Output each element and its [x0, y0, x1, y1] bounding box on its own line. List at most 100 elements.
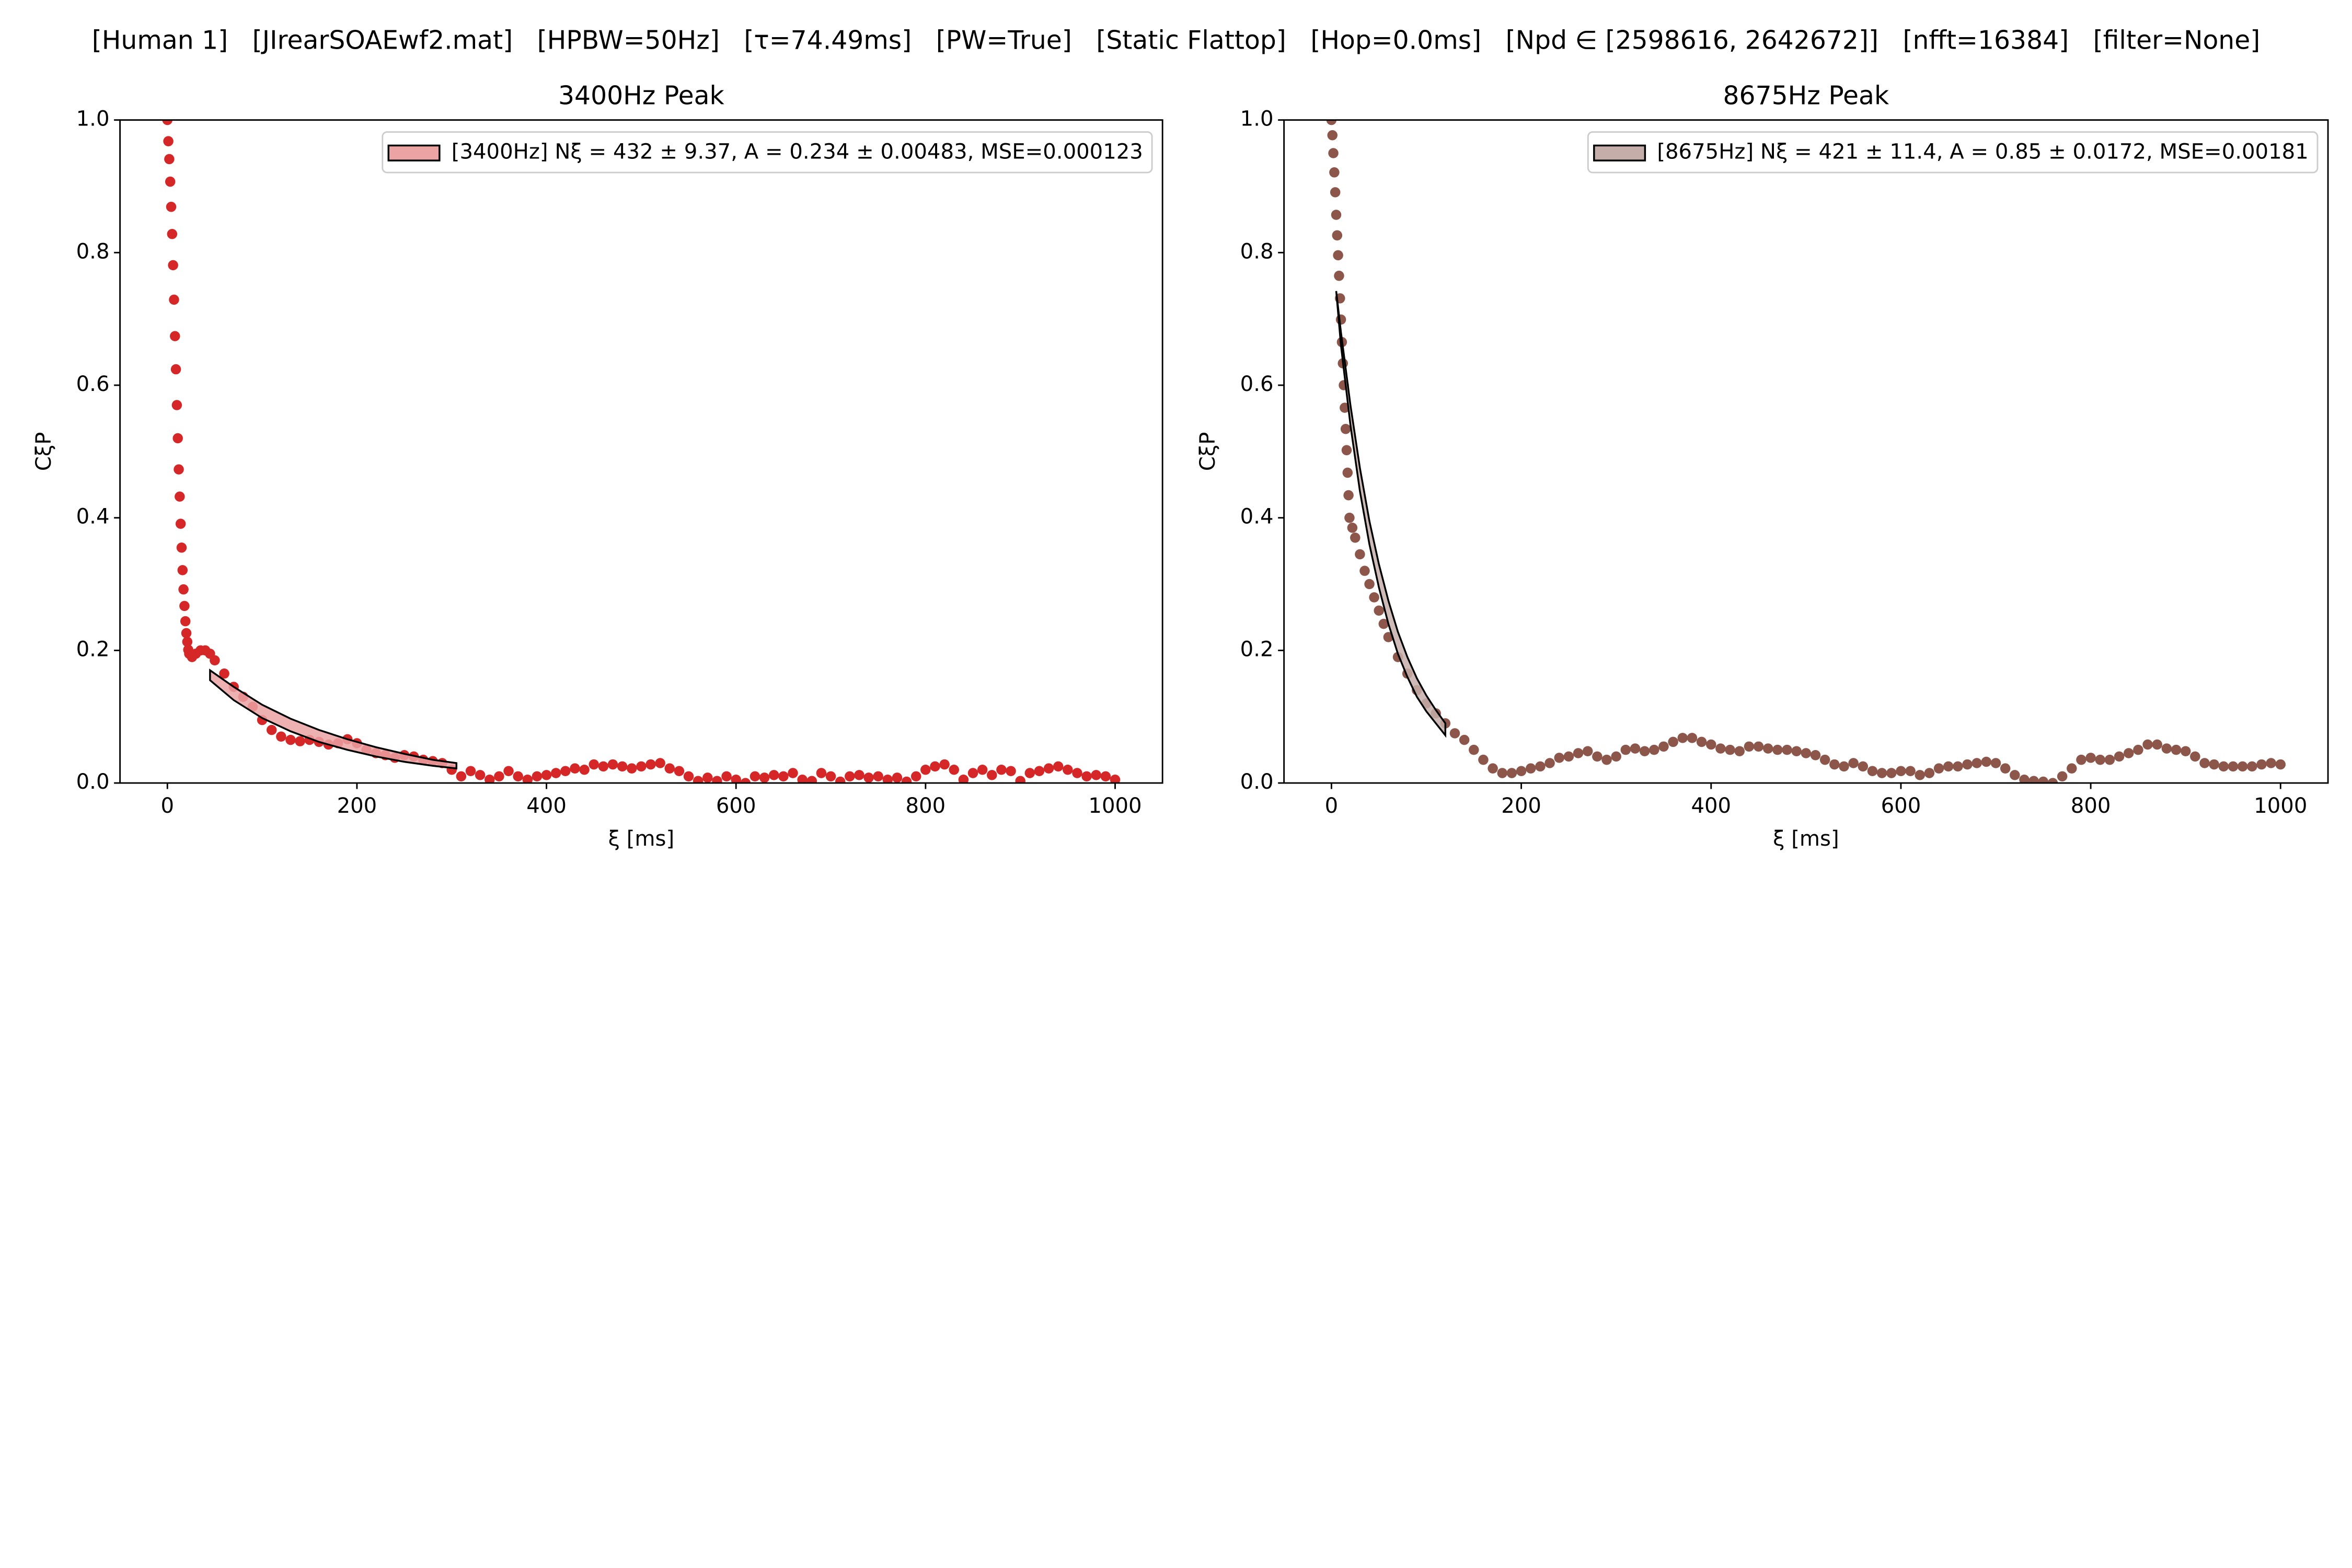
data-point: [219, 668, 229, 679]
data-point: [1829, 759, 1840, 770]
data-point: [2237, 761, 2248, 772]
data-point: [570, 763, 580, 774]
data-point: [873, 771, 883, 782]
data-point: [901, 776, 912, 783]
data-point: [1905, 766, 1916, 777]
data-point: [550, 768, 561, 778]
data-point: [170, 364, 181, 375]
data-point: [1592, 751, 1602, 762]
data-point: [1611, 751, 1621, 762]
data-point: [1630, 743, 1641, 754]
legend-label: [8675Hz] Nξ = 421 ± 11.4, A = 0.85 ± 0.0…: [1657, 140, 2308, 164]
fit-band: [209, 668, 458, 770]
data-point: [171, 400, 182, 410]
data-point: [178, 584, 189, 595]
data-point: [1072, 768, 1082, 778]
fit-band: [1335, 291, 1447, 738]
data-point: [674, 766, 685, 777]
data-point: [179, 601, 190, 612]
data-point: [1915, 770, 1926, 780]
data-point: [835, 776, 846, 783]
x-tick-label: 200: [337, 794, 377, 818]
data-point: [598, 761, 609, 772]
data-point: [2028, 776, 2039, 783]
x-tick-label: 800: [2071, 794, 2111, 818]
data-point: [2057, 771, 2068, 782]
data-point: [1554, 753, 1564, 763]
data-point: [806, 776, 817, 783]
data-point: [579, 764, 590, 775]
x-axis-label: ξ [ms]: [608, 827, 675, 851]
data-point: [816, 768, 827, 778]
data-point: [1706, 739, 1716, 750]
legend-swatch: [1593, 144, 1646, 162]
data-point: [1344, 512, 1355, 523]
data-point: [1943, 761, 1954, 772]
data-point: [1544, 758, 1555, 768]
data-point: [2142, 739, 2153, 750]
data-point: [2019, 774, 2030, 783]
data-point: [2000, 763, 2011, 774]
data-point: [797, 774, 808, 783]
data-point: [854, 770, 864, 780]
data-point: [636, 761, 647, 772]
data-point: [513, 771, 523, 782]
data-point: [892, 773, 903, 783]
y-axis-label: CξP: [32, 432, 56, 471]
y-tick-label: 1.0: [1240, 107, 1274, 131]
data-point: [2085, 753, 2096, 763]
x-tick-label: 200: [1501, 794, 1541, 818]
data-point: [1024, 768, 1035, 778]
data-point: [1091, 770, 1102, 780]
data-point: [1525, 763, 1536, 774]
y-axis-label: CξP: [1196, 432, 1220, 471]
data-point: [1744, 741, 1755, 752]
data-point: [1478, 754, 1489, 765]
chart-title: 8675Hz Peak: [1723, 81, 1889, 111]
data-point: [1876, 768, 1887, 778]
data-point: [1330, 187, 1341, 198]
data-point: [693, 776, 704, 783]
data-point: [863, 773, 874, 783]
data-point: [1332, 230, 1343, 241]
data-point: [740, 778, 751, 783]
data-point: [626, 763, 637, 774]
data-point: [1601, 754, 1612, 765]
data-point: [731, 774, 741, 783]
data-point: [175, 491, 185, 502]
x-axis-label: ξ [ms]: [1773, 827, 1839, 851]
x-tick-label: 400: [526, 794, 567, 818]
data-point: [162, 120, 173, 125]
data-point: [845, 771, 855, 782]
x-tick-label: 600: [716, 794, 756, 818]
data-point: [1582, 746, 1593, 756]
data-point: [1359, 566, 1370, 576]
data-point: [1753, 741, 1764, 752]
data-point: [788, 768, 798, 778]
data-point: [1335, 314, 1346, 325]
data-point: [181, 628, 192, 639]
figure-title: [Human 1] [JIrearSOAEwf2.mat] [HPBW=50Hz…: [92, 25, 2261, 55]
data-point: [494, 771, 504, 782]
data-point: [930, 761, 940, 772]
data-point: [1819, 754, 1830, 765]
data-point: [1886, 768, 1897, 778]
data-point: [1668, 736, 1678, 747]
legend-frame: [1587, 131, 2319, 174]
axes-frame: [1283, 119, 2329, 784]
legend: [8675Hz] Nξ = 421 ± 11.4, A = 0.85 ± 0.0…: [1587, 131, 2319, 174]
y-tick-label: 0.4: [76, 505, 110, 529]
data-point: [655, 758, 665, 768]
data-point: [485, 774, 495, 783]
data-point: [1658, 741, 1669, 752]
data-point: [2038, 776, 2049, 783]
data-point: [1725, 744, 1735, 755]
data-point: [180, 616, 191, 627]
data-point: [2095, 754, 2106, 765]
data-point: [1867, 766, 1878, 777]
data-point: [778, 771, 789, 782]
data-point: [465, 766, 476, 777]
data-point: [1573, 748, 1584, 758]
y-tick-label: 0.2: [1240, 637, 1274, 661]
